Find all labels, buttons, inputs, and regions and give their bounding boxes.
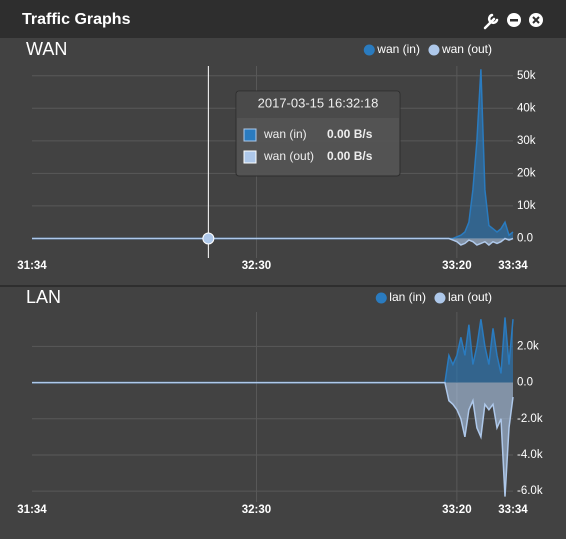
- x-tick-label: 32:30: [242, 260, 271, 272]
- legend-swatch: [434, 292, 446, 304]
- legend-swatch: [428, 44, 440, 56]
- minimize-icon[interactable]: [507, 13, 521, 27]
- x-tick-label: 33:20: [442, 260, 471, 272]
- tooltip-series: wan (out): [263, 149, 314, 163]
- tooltip-series: wan (in): [263, 127, 307, 141]
- y-tick-label: 20k: [517, 167, 536, 179]
- x-tick-label: 33:34: [498, 260, 528, 272]
- tooltip-time: 2017-03-15 16:32:18: [258, 95, 379, 110]
- legend-label: lan (in): [389, 290, 426, 304]
- series-line: [32, 317, 514, 384]
- legend-swatch: [375, 292, 387, 304]
- tooltip-header: [237, 92, 399, 118]
- y-tick-label: -6.0k: [517, 485, 543, 497]
- series-line: [32, 381, 514, 497]
- legend-label: lan (out): [448, 290, 492, 304]
- y-tick-label: -2.0k: [517, 413, 543, 425]
- settings-icon[interactable]: [483, 13, 499, 30]
- legend-swatch: [363, 44, 375, 56]
- x-tick-label: 31:34: [17, 504, 47, 516]
- legend-label: wan (in): [376, 42, 420, 56]
- y-tick-label: 0.0: [517, 377, 533, 389]
- tooltip-value: 0.00 B/s: [327, 127, 373, 141]
- x-tick-label: 33:34: [498, 504, 528, 516]
- widget-title: Traffic Graphs: [22, 11, 131, 28]
- y-tick-label: 50k: [517, 70, 536, 82]
- area-fill: [32, 238, 513, 245]
- widget-header: [0, 0, 566, 38]
- x-tick-label: 32:30: [242, 504, 271, 516]
- area-fill: [32, 317, 513, 383]
- y-tick-label: 10k: [517, 200, 536, 212]
- tooltip-swatch: [243, 150, 257, 164]
- y-tick-label: 30k: [517, 135, 536, 147]
- tooltip-swatch: [243, 128, 257, 142]
- x-tick-label: 31:34: [17, 260, 47, 272]
- chart-title: LAN: [26, 287, 61, 307]
- series-line: [32, 237, 514, 246]
- series-line: [32, 69, 514, 240]
- hover-point: [202, 232, 215, 245]
- chart-title: WAN: [26, 39, 67, 59]
- y-tick-label: 40k: [517, 102, 536, 114]
- legend-label: wan (out): [441, 42, 492, 56]
- area-fill: [32, 382, 513, 497]
- tooltip-value: 0.00 B/s: [327, 149, 373, 163]
- y-tick-label: 2.0k: [517, 340, 539, 352]
- close-icon[interactable]: [529, 13, 543, 27]
- y-tick-label: -4.0k: [517, 449, 543, 461]
- x-tick-label: 33:20: [442, 504, 471, 516]
- y-tick-label: 0.0: [517, 233, 533, 245]
